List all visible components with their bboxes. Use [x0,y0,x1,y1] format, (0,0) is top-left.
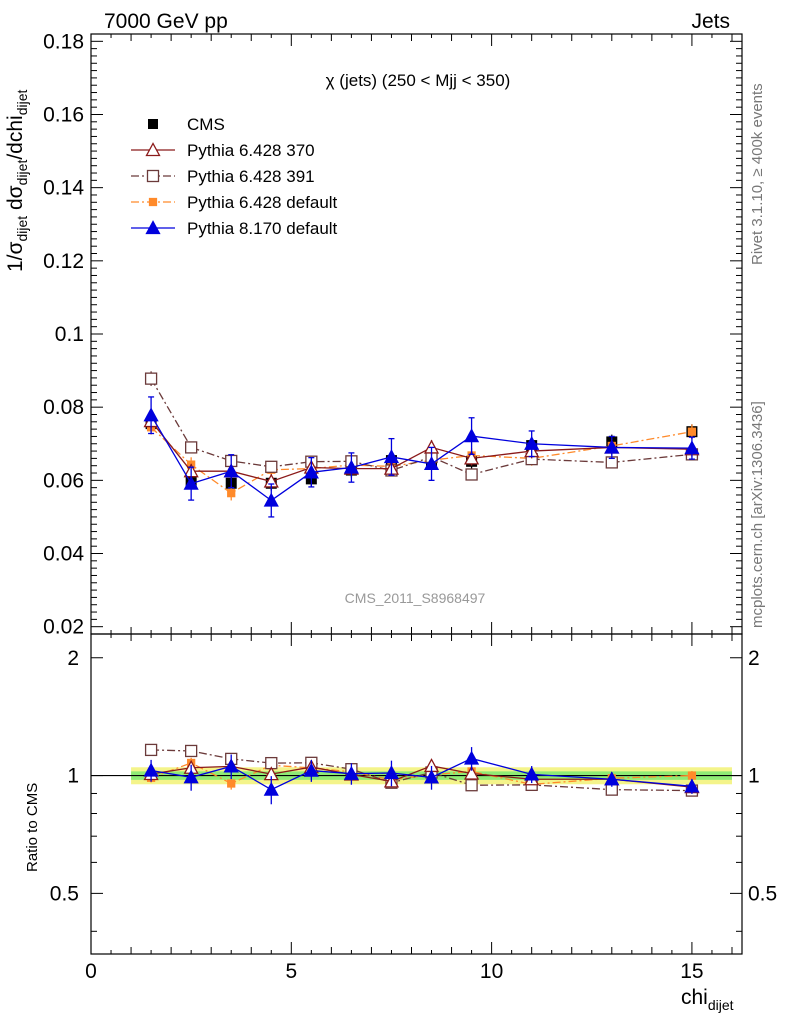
plot-title: χ (jets) (250 < Mjj < 350) [326,71,511,90]
x-tick-label: 15 [680,960,703,983]
data-point [423,456,440,471]
data-point [263,492,279,507]
header-energy-label: 7000 GeV pp [104,10,228,33]
y-tick-label: 0.18 [43,30,84,53]
data-point [143,407,159,422]
x-tick-label: 0 [85,960,97,983]
data-point [303,464,319,479]
data-point [463,450,480,465]
data-point [604,439,620,454]
data-point [463,750,480,765]
data-point [144,372,158,385]
y-tick-label: 0.16 [43,103,84,126]
x-tick-label: 10 [480,960,503,983]
data-point [145,142,161,157]
data-point [343,459,359,474]
ratio-series-line [150,765,692,788]
header-process-label: Jets [691,10,730,33]
data-point [265,460,278,473]
legend-label: Pythia 8.170 default [187,219,338,238]
data-point [144,743,158,757]
y-tick-label: 0.02 [43,616,84,639]
data-point [223,463,239,478]
data-point [465,779,478,792]
ratio-panel: 0 5 10 15 0.5 0.5 1 1 2 2 [50,633,777,983]
ratio-y-tick-label: 1 [67,765,79,788]
data-point [227,489,236,498]
data-point [684,778,700,793]
data-point [145,220,161,235]
data-point [604,771,620,786]
data-point [143,762,159,777]
data-point [465,468,478,481]
legend-label: Pythia 6.428 370 [187,141,315,160]
main-y-axis-title: 1/σdijet dσdijet/dchidijet [4,90,30,272]
data-point [185,441,198,454]
ratio-series-line [150,762,692,786]
analysis-id-watermark: CMS_2011_S8968497 [345,590,486,606]
data-point [148,197,158,207]
data-point [684,440,700,455]
ratio-y-tick-label-right: 0.5 [748,882,777,905]
data-point [263,781,279,796]
series-line [150,420,692,483]
data-point [463,765,480,780]
y-tick-label: 0.12 [43,250,84,273]
legend-label: Pythia 6.428 391 [187,167,315,186]
data-point [383,449,400,464]
main-panel: 0.02 0.04 0.06 0.08 0.1 0.12 0.14 0.16 0.18 [43,30,743,639]
data-point [148,119,158,129]
data-point [423,769,440,784]
data-point [524,435,540,450]
y-tick-label: 0.1 [55,323,84,346]
data-point [183,769,199,784]
ratio-y-tick-label-right: 1 [748,765,760,788]
legend-label: Pythia 6.428 default [187,193,338,212]
data-point [687,427,697,436]
data-point [524,766,540,781]
x-axis-title: chidijet [681,986,734,1013]
rivet-version-label: Rivet 3.1.10, ≥ 400k events [749,83,766,265]
y-tick-label: 0.06 [43,469,84,492]
y-tick-label: 0.04 [43,543,84,566]
x-tick-label: 5 [285,960,297,983]
data-point [383,765,400,780]
data-point [303,762,319,777]
data-point [146,169,160,183]
data-point [223,758,239,773]
ratio-y-tick-label: 2 [67,647,79,670]
legend: CMS Pythia 6.428 370 Pythia 6.428 391 Pythi… [131,115,338,238]
ratio-y-tick-label-right: 2 [748,647,760,670]
y-tick-label: 0.08 [43,396,84,419]
y-tick-label: 0.14 [43,177,84,200]
series-line [150,414,692,502]
ratio-series-4 [143,747,700,805]
ratio-series-line [150,757,692,791]
ratio-y-axis-title: Ratio to CMS [24,783,41,872]
ratio-y-tick-label: 0.5 [50,882,79,905]
ratio-series-line [151,749,692,792]
data-point [183,475,199,490]
ratio-plot-frame [90,633,743,955]
series-4 [143,396,700,518]
data-point [185,744,198,758]
data-point [227,779,236,788]
data-point [687,771,697,780]
data-point [463,428,480,443]
legend-label: CMS [187,115,225,134]
data-point [343,765,359,780]
series-line [150,378,692,476]
mcplots-label: mcplots.cern.ch [arXiv:1306.3436] [749,401,766,628]
